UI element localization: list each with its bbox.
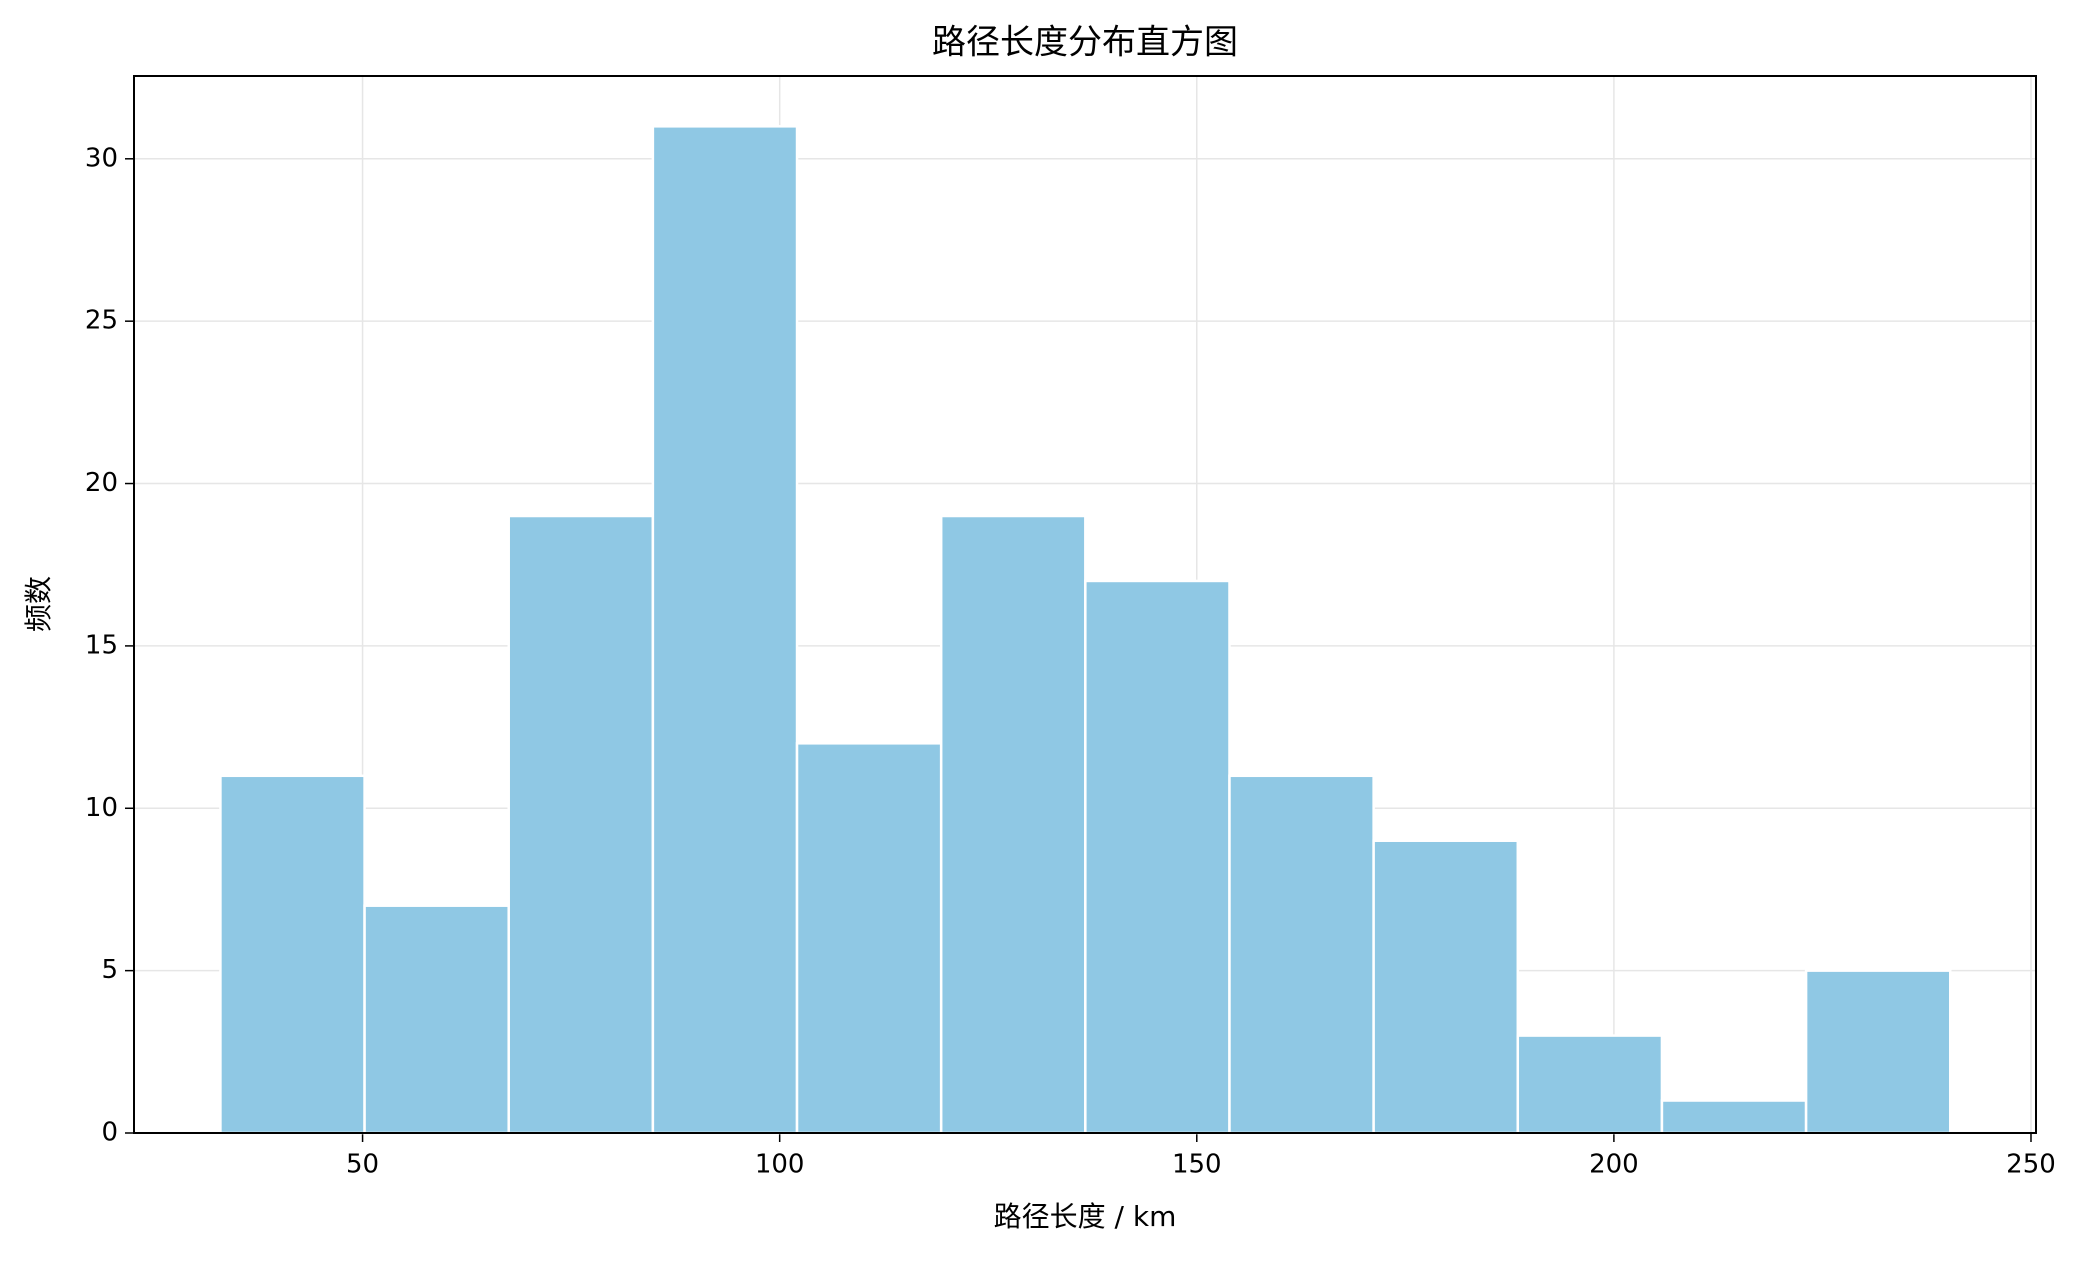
y-tick-label: 30 [85,143,118,173]
x-tick-label: 250 [2006,1150,2056,1180]
bar [1228,774,1375,1135]
y-tick-label: 5 [101,955,118,985]
bar [1372,839,1520,1135]
y-tick-label: 10 [85,793,118,823]
bar [1660,1099,1808,1135]
bar [651,125,799,1135]
chart-title: 路径长度分布直方图 [932,23,1238,63]
y-tick-label: 15 [85,630,118,660]
y-axis-label: 频数 [22,576,55,632]
x-tick-label: 150 [1172,1150,1222,1180]
y-tick-label: 0 [101,1118,118,1148]
bar [1516,1034,1664,1135]
bar [1084,579,1231,1135]
x-tick-label: 50 [346,1150,379,1180]
bar [1804,969,1952,1135]
y-tick-label: 20 [85,468,118,498]
bar [507,514,655,1135]
x-tick-label: 100 [755,1150,805,1180]
bar [363,904,510,1135]
bar [939,514,1087,1135]
x-tick-label: 200 [1589,1150,1639,1180]
x-axis-label: 路径长度 / km [994,1200,1177,1233]
bar [219,774,366,1135]
y-tick-label: 25 [85,306,118,336]
bar [795,742,943,1135]
plot-frame [133,75,2037,1134]
